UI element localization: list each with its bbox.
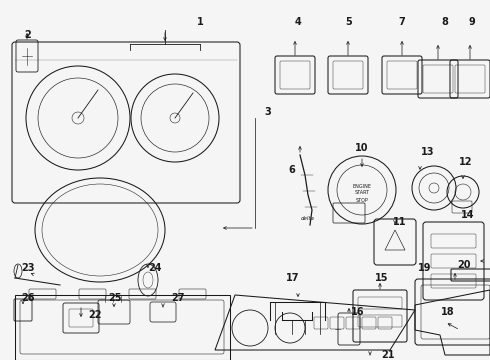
Text: 6: 6 [289,165,295,175]
Text: START: START [354,190,369,195]
Text: 18: 18 [441,307,455,317]
Text: 10: 10 [355,143,369,153]
Text: 20: 20 [457,260,471,270]
Text: 17: 17 [286,273,300,283]
Text: 4: 4 [294,17,301,27]
Text: 21: 21 [381,350,395,360]
Text: 23: 23 [21,263,35,273]
Text: 8: 8 [441,17,448,27]
Text: STOP: STOP [356,198,368,202]
Text: ENGINE: ENGINE [352,184,371,189]
Text: 19: 19 [418,263,432,273]
Text: 16: 16 [351,307,365,317]
Text: delta: delta [301,216,315,220]
Text: 3: 3 [265,107,271,117]
Text: 2: 2 [24,30,31,40]
Text: 26: 26 [21,293,35,303]
Text: 11: 11 [393,217,407,227]
Text: 27: 27 [171,293,185,303]
Text: 22: 22 [88,310,102,320]
Text: 1: 1 [196,17,203,27]
Text: 14: 14 [461,210,475,220]
Text: 13: 13 [421,147,435,157]
Text: 15: 15 [375,273,389,283]
Text: 25: 25 [108,293,122,303]
Text: 5: 5 [345,17,352,27]
Text: 7: 7 [399,17,405,27]
Text: 9: 9 [468,17,475,27]
Text: 12: 12 [459,157,473,167]
Text: 24: 24 [148,263,162,273]
